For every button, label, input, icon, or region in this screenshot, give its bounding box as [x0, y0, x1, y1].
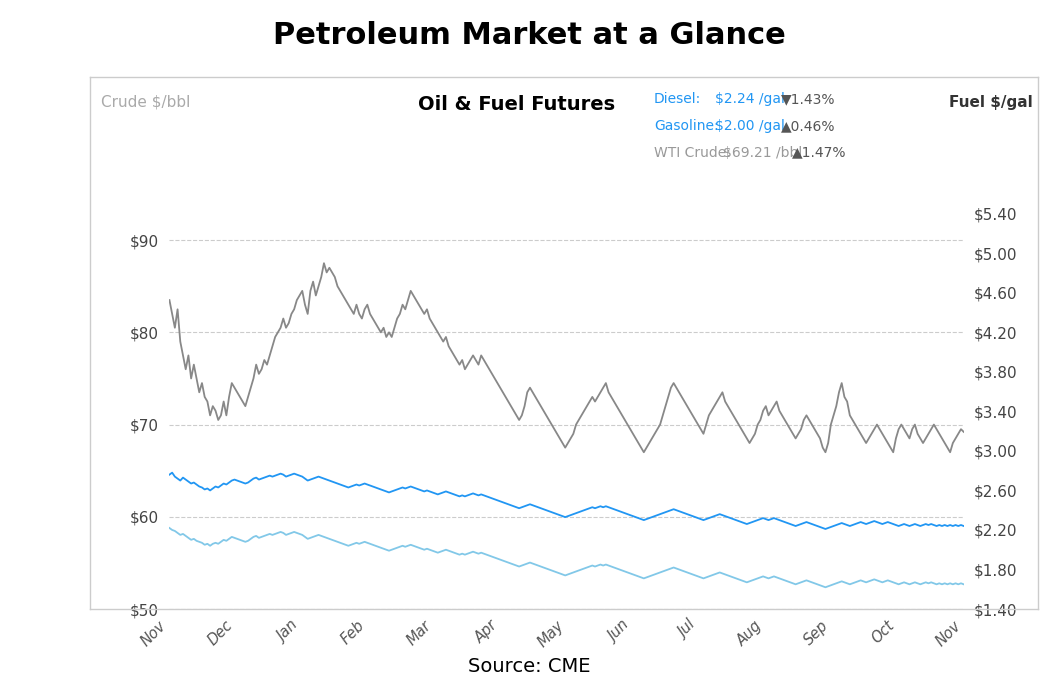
Text: WTI Crude:: WTI Crude: [654, 146, 731, 160]
Text: Crude $/bbl: Crude $/bbl [101, 94, 190, 109]
Text: ▼1.43%: ▼1.43% [782, 92, 836, 106]
Text: Diesel:: Diesel: [654, 92, 701, 106]
Text: $2.24 /gal: $2.24 /gal [716, 92, 786, 106]
Text: Fuel $/gal: Fuel $/gal [949, 94, 1033, 109]
Text: ▲0.46%: ▲0.46% [782, 119, 836, 133]
Text: $69.21 /bbl: $69.21 /bbl [723, 146, 802, 160]
Text: Source: CME: Source: CME [468, 657, 591, 675]
Text: Gasoline:: Gasoline: [654, 119, 719, 133]
Text: Petroleum Market at a Glance: Petroleum Market at a Glance [273, 21, 786, 50]
Text: $2.00 /gal: $2.00 /gal [716, 119, 786, 133]
Text: Oil & Fuel Futures: Oil & Fuel Futures [418, 94, 615, 113]
Text: ▲1.47%: ▲1.47% [792, 146, 846, 160]
